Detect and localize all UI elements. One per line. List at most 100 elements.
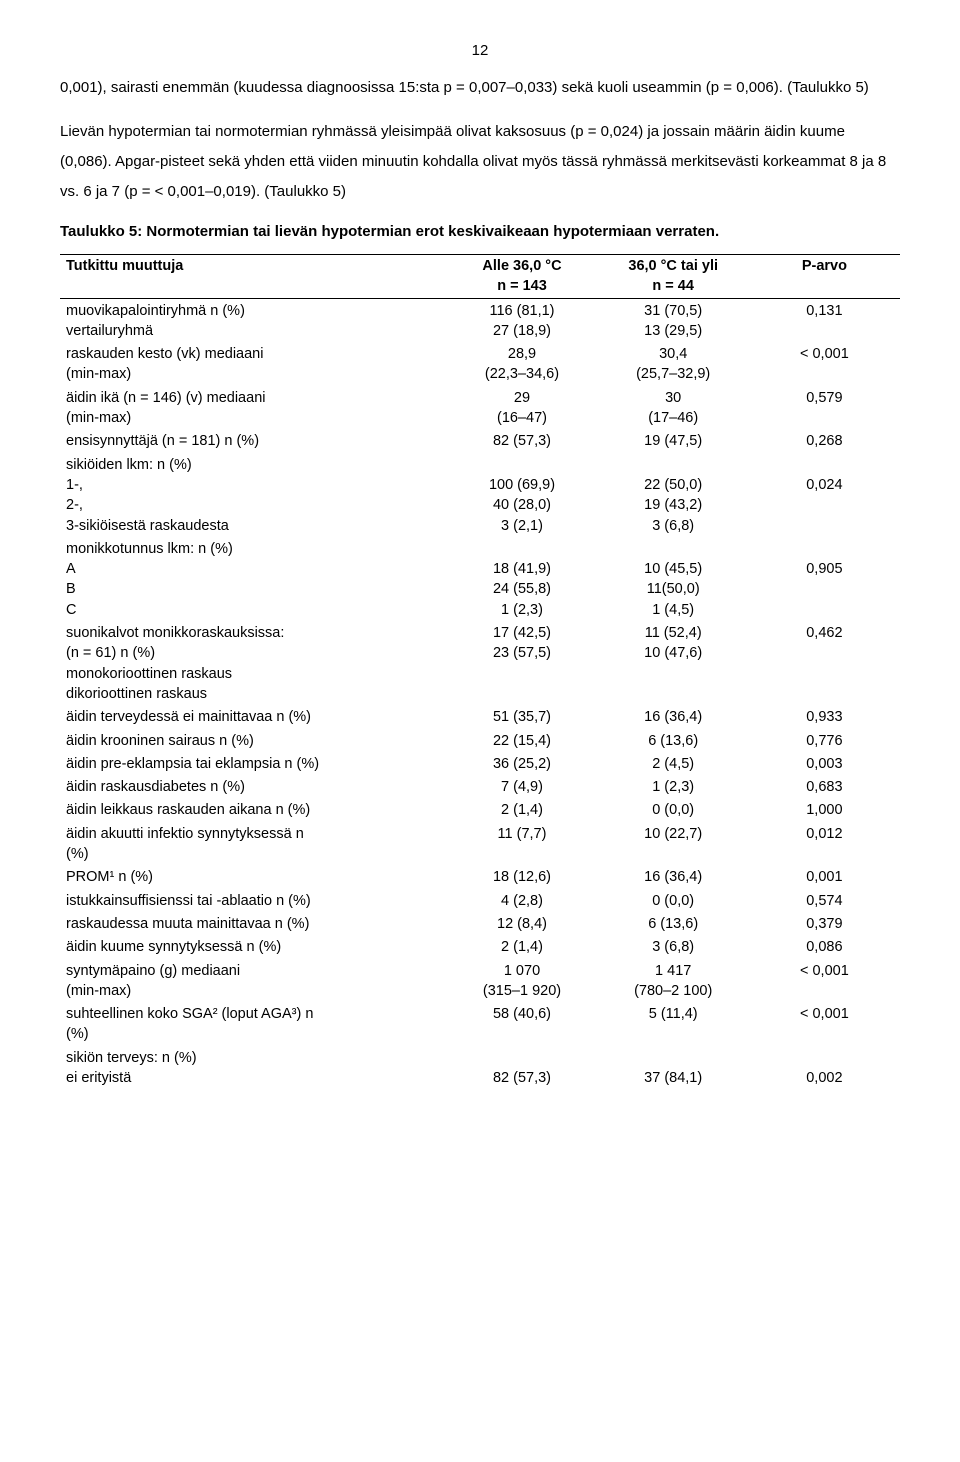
table-row: raskauden kesto (vk) mediaani(min-max)28… — [60, 343, 900, 387]
table-cell: 0,131 — [749, 299, 900, 343]
th-col1: Alle 36,0 °C n = 143 — [446, 254, 597, 299]
table-cell: PROM¹ n (%) — [60, 866, 446, 889]
table-cell: 0,002 — [749, 1046, 900, 1090]
th-col1-line1: Alle 36,0 °C — [482, 258, 561, 274]
table-cell: 82 (57,3) — [446, 1046, 597, 1090]
table-cell: suonikalvot monikkoraskauksissa:(n = 61)… — [60, 622, 446, 706]
table-cell: 82 (57,3) — [446, 430, 597, 453]
table-cell: 16 (36,4) — [598, 866, 749, 889]
table-cell: 0,003 — [749, 752, 900, 775]
table-cell: 2 (1,4) — [446, 799, 597, 822]
table-cell: 7 (4,9) — [446, 776, 597, 799]
table-row: monikkotunnus lkm: n (%)ABC18 (41,9)24 (… — [60, 537, 900, 621]
table-cell: 0,905 — [749, 537, 900, 621]
table-cell: muovikapalointiryhmä n (%)vertailuryhmä — [60, 299, 446, 343]
table-cell: 30,4(25,7–32,9) — [598, 343, 749, 387]
table-cell: 0,024 — [749, 453, 900, 537]
table-cell: 100 (69,9)40 (28,0)3 (2,1) — [446, 453, 597, 537]
table-cell: äidin leikkaus raskauden aikana n (%) — [60, 799, 446, 822]
table-cell: 18 (12,6) — [446, 866, 597, 889]
table-cell: 19 (47,5) — [598, 430, 749, 453]
table-row: PROM¹ n (%)18 (12,6)16 (36,4)0,001 — [60, 866, 900, 889]
table-cell: 0,012 — [749, 822, 900, 866]
table-cell: 0 (0,0) — [598, 889, 749, 912]
table-row: äidin terveydessä ei mainittavaa n (%)51… — [60, 706, 900, 729]
table-cell: 0,933 — [749, 706, 900, 729]
table-cell: < 0,001 — [749, 343, 900, 387]
table-cell: 22 (15,4) — [446, 729, 597, 752]
table-cell: 28,9(22,3–34,6) — [446, 343, 597, 387]
th-col1-line2: n = 143 — [497, 278, 547, 294]
table-cell: äidin akuutti infektio synnytyksessä n(%… — [60, 822, 446, 866]
table-cell: 0,776 — [749, 729, 900, 752]
table-cell: äidin krooninen sairaus n (%) — [60, 729, 446, 752]
th-pvalue: P-arvo — [749, 254, 900, 299]
table-cell: 12 (8,4) — [446, 912, 597, 935]
table-cell: ensisynnyttäjä (n = 181) n (%) — [60, 430, 446, 453]
table-header-row: Tutkittu muuttuja Alle 36,0 °C n = 143 3… — [60, 254, 900, 299]
table-cell: 1 417(780–2 100) — [598, 959, 749, 1003]
table-row: äidin krooninen sairaus n (%)22 (15,4)6 … — [60, 729, 900, 752]
table-cell: äidin ikä (n = 146) (v) mediaani(min-max… — [60, 386, 446, 430]
table-cell: 51 (35,7) — [446, 706, 597, 729]
table-cell: 1 (2,3) — [598, 776, 749, 799]
table-row: syntymäpaino (g) mediaani(min-max)1 070(… — [60, 959, 900, 1003]
table-cell: 0 (0,0) — [598, 799, 749, 822]
table-cell: 10 (45,5)11(50,0)1 (4,5) — [598, 537, 749, 621]
table-cell: sikiön terveys: n (%)ei erityistä — [60, 1046, 446, 1090]
table-row: äidin raskausdiabetes n (%)7 (4,9)1 (2,3… — [60, 776, 900, 799]
page-number: 12 — [60, 40, 900, 61]
th-col2: 36,0 °C tai yli n = 44 — [598, 254, 749, 299]
table-cell: 1 070(315–1 920) — [446, 959, 597, 1003]
table-cell: monikkotunnus lkm: n (%)ABC — [60, 537, 446, 621]
table-cell: 16 (36,4) — [598, 706, 749, 729]
table-cell: 29(16–47) — [446, 386, 597, 430]
table-row: sikiöiden lkm: n (%)1-,2-,3-sikiöisestä … — [60, 453, 900, 537]
table-row: äidin akuutti infektio synnytyksessä n(%… — [60, 822, 900, 866]
table-cell: 116 (81,1)27 (18,9) — [446, 299, 597, 343]
table-cell: 31 (70,5)13 (29,5) — [598, 299, 749, 343]
table-cell: 2 (1,4) — [446, 936, 597, 959]
table-row: muovikapalointiryhmä n (%)vertailuryhmä1… — [60, 299, 900, 343]
table-cell: raskauden kesto (vk) mediaani(min-max) — [60, 343, 446, 387]
table-row: äidin leikkaus raskauden aikana n (%)2 (… — [60, 799, 900, 822]
table-row: sikiön terveys: n (%)ei erityistä82 (57,… — [60, 1046, 900, 1090]
table-cell: äidin pre-eklampsia tai eklampsia n (%) — [60, 752, 446, 775]
table-cell: 4 (2,8) — [446, 889, 597, 912]
table-cell: 0,579 — [749, 386, 900, 430]
table-cell: äidin terveydessä ei mainittavaa n (%) — [60, 706, 446, 729]
th-col2-line2: n = 44 — [652, 278, 694, 294]
table-cell: 0,683 — [749, 776, 900, 799]
table-row: suhteellinen koko SGA² (loput AGA³) n(%)… — [60, 1003, 900, 1047]
table-cell: äidin raskausdiabetes n (%) — [60, 776, 446, 799]
table-body: muovikapalointiryhmä n (%)vertailuryhmä1… — [60, 299, 900, 1090]
table-row: äidin ikä (n = 146) (v) mediaani(min-max… — [60, 386, 900, 430]
table-cell: 6 (13,6) — [598, 729, 749, 752]
table-cell: 22 (50,0)19 (43,2)3 (6,8) — [598, 453, 749, 537]
table-cell: raskaudessa muuta mainittavaa n (%) — [60, 912, 446, 935]
table-cell: < 0,001 — [749, 1003, 900, 1047]
th-col2-line1: 36,0 °C tai yli — [628, 258, 718, 274]
table-row: äidin kuume synnytyksessä n (%)2 (1,4)3 … — [60, 936, 900, 959]
table-cell: suhteellinen koko SGA² (loput AGA³) n(%) — [60, 1003, 446, 1047]
table-cell: 3 (6,8) — [598, 936, 749, 959]
table-cell: istukkainsuffisienssi tai -ablaatio n (%… — [60, 889, 446, 912]
table-cell: syntymäpaino (g) mediaani(min-max) — [60, 959, 446, 1003]
intro-paragraph-a: 0,001), sairasti enemmän (kuudessa diagn… — [60, 73, 900, 103]
table-cell: < 0,001 — [749, 959, 900, 1003]
table-cell: 0,574 — [749, 889, 900, 912]
th-variable: Tutkittu muuttuja — [60, 254, 446, 299]
table-cell: 11 (52,4)10 (47,6) — [598, 622, 749, 706]
table-row: ensisynnyttäjä (n = 181) n (%)82 (57,3)1… — [60, 430, 900, 453]
table-cell: 0,086 — [749, 936, 900, 959]
results-table: Tutkittu muuttuja Alle 36,0 °C n = 143 3… — [60, 254, 900, 1090]
table-cell: 0,001 — [749, 866, 900, 889]
table-cell: sikiöiden lkm: n (%)1-,2-,3-sikiöisestä … — [60, 453, 446, 537]
table-cell: 58 (40,6) — [446, 1003, 597, 1047]
table-cell: 5 (11,4) — [598, 1003, 749, 1047]
table-cell: 18 (41,9)24 (55,8)1 (2,3) — [446, 537, 597, 621]
table-cell: 0,268 — [749, 430, 900, 453]
table-cell: 1,000 — [749, 799, 900, 822]
table-cell: 10 (22,7) — [598, 822, 749, 866]
table-cell: 0,379 — [749, 912, 900, 935]
